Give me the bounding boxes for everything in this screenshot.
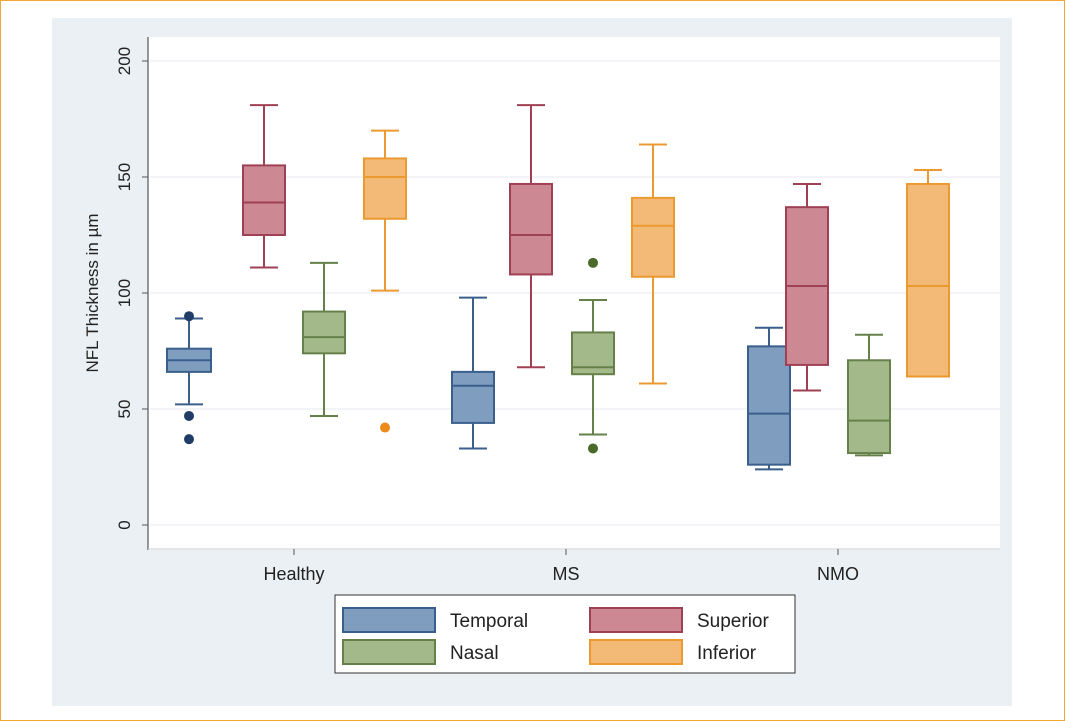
- box-superior-ms: [509, 104, 553, 369]
- y-tick-label: 150: [115, 163, 134, 191]
- legend-swatch-inferior: [589, 639, 683, 665]
- box-nasal-nmo: [847, 333, 891, 457]
- box-iqr: [509, 182, 553, 276]
- outlier-point: [380, 422, 390, 433]
- y-tick-label: 50: [115, 400, 134, 419]
- box-nasal-healthy: [302, 261, 346, 417]
- legend-label-superior: Superior: [697, 611, 769, 632]
- outlier-point: [588, 257, 598, 268]
- outlier-point: [184, 410, 194, 421]
- box-iqr: [363, 157, 407, 220]
- x-tick-label-ms: MS: [553, 564, 580, 584]
- box-iqr: [631, 196, 675, 278]
- legend-swatch-nasal: [342, 639, 436, 665]
- box-superior-healthy: [242, 104, 286, 269]
- box-superior-nmo: [785, 182, 829, 392]
- box-nasal-ms: [571, 257, 615, 454]
- box-iqr: [242, 164, 286, 236]
- y-tick-label: 100: [115, 279, 134, 307]
- box-inferior-healthy: [363, 129, 407, 433]
- legend-label-nasal: Nasal: [450, 643, 499, 664]
- box-temporal-healthy: [166, 311, 212, 445]
- y-tick-label: 200: [115, 47, 134, 75]
- box-iqr: [847, 359, 891, 455]
- legend-label-inferior: Inferior: [697, 643, 757, 664]
- x-tick-label-healthy: Healthy: [263, 564, 324, 584]
- legend: Temporal Superior Nasal Inferior: [334, 594, 796, 674]
- box-temporal-ms: [451, 296, 495, 450]
- box-iqr: [302, 310, 346, 355]
- box-inferior-ms: [631, 143, 675, 385]
- outlier-point: [184, 311, 194, 322]
- box-inferior-nmo: [906, 169, 950, 378]
- legend-swatch-superior: [589, 607, 683, 633]
- outlier-point: [184, 434, 194, 445]
- legend-swatch-temporal: [342, 607, 436, 633]
- box-iqr: [906, 182, 950, 378]
- outlier-point: [588, 443, 598, 454]
- box-iqr: [747, 345, 791, 466]
- box-iqr: [451, 370, 495, 424]
- y-axis-label: NFL Thickness in µm: [83, 213, 102, 372]
- legend-label-temporal: Temporal: [450, 611, 528, 632]
- x-tick-label-nmo: NMO: [817, 564, 859, 584]
- y-tick-label: 0: [115, 520, 134, 529]
- box-temporal-nmo: [747, 326, 791, 471]
